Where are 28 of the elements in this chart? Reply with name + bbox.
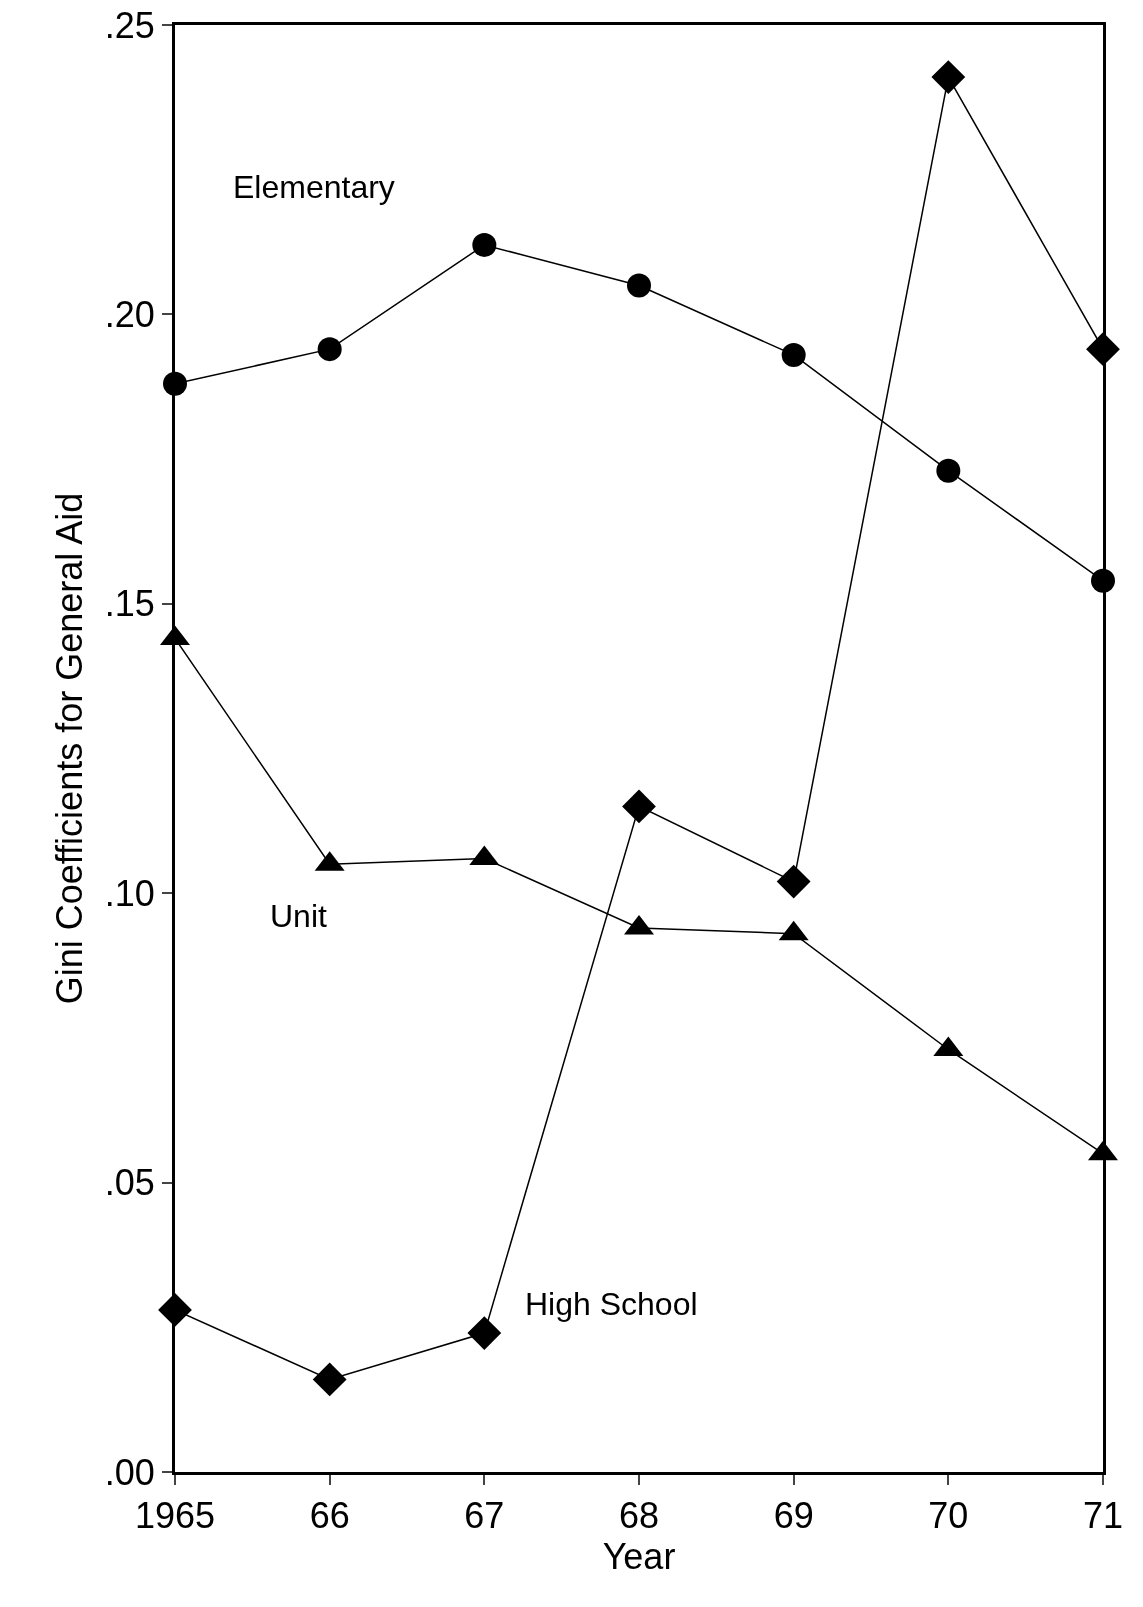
point (936, 458, 961, 483)
point (317, 337, 342, 362)
y-tick-label: .00 (104, 1451, 155, 1493)
x-tick-label: 70 (928, 1495, 969, 1537)
x-tick-label: 69 (773, 1495, 814, 1537)
series-label: High School (525, 1286, 698, 1322)
x-tick-label: 71 (1082, 1495, 1124, 1537)
x-tick-label: 67 (464, 1495, 505, 1537)
y-tick-label: .15 (104, 583, 155, 625)
y-tick-label: .25 (104, 4, 155, 46)
point (312, 1362, 347, 1397)
point (781, 342, 806, 367)
x-tick-label: 68 (618, 1495, 660, 1537)
text: Elementary (233, 169, 395, 205)
point (467, 1316, 502, 1350)
x-axis-title: Year (602, 1536, 676, 1578)
y-tick-label: .20 (104, 294, 155, 335)
x-tick-label: 1965 (134, 1495, 216, 1537)
x-tick-label: 66 (309, 1495, 350, 1537)
point (472, 232, 497, 257)
y-tick-label: .05 (104, 1162, 155, 1204)
y-axis-title: Gini Coefficients for General Aid (48, 492, 90, 1005)
point (776, 864, 811, 899)
point (627, 273, 651, 298)
y-tick-label: .10 (104, 872, 155, 914)
point (622, 789, 656, 824)
point (931, 60, 966, 94)
series-label: Unit (270, 898, 328, 934)
